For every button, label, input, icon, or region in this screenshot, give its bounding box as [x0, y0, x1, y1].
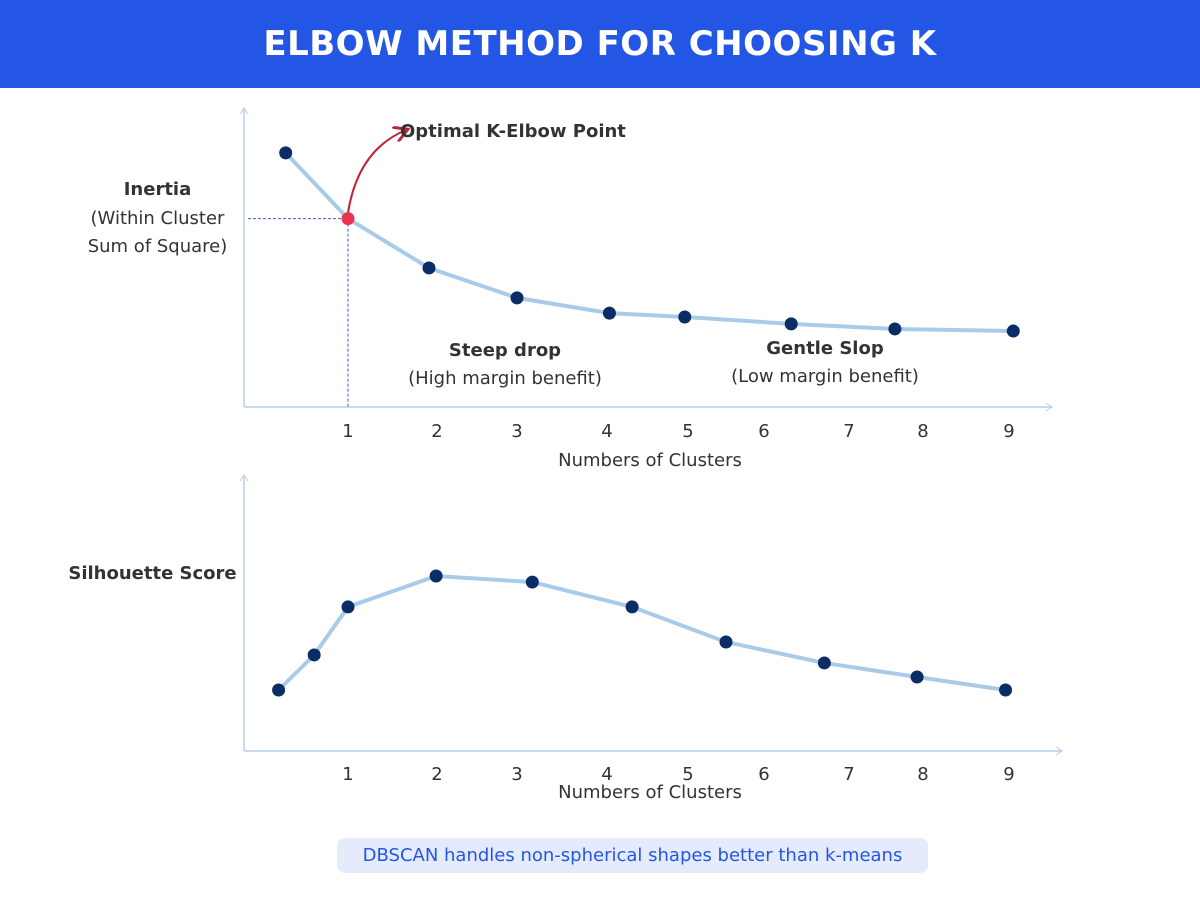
- x-tick-label: 4: [601, 764, 612, 785]
- data-point: [678, 310, 692, 324]
- page-title: ELBOW METHOD FOR CHOOSING K: [263, 24, 937, 64]
- series-line: [284, 151, 1014, 334]
- inertia-xlabel: Numbers of Clusters: [558, 450, 742, 471]
- x-tick-label: 3: [511, 421, 522, 442]
- gentle-slope-title: Gentle Slop: [766, 338, 884, 359]
- inertia-ylabel-sub-2: Sum of Square): [87, 236, 228, 257]
- x-tick-label: 7: [843, 764, 854, 785]
- footer-note: DBSCAN handles non-spherical shapes bett…: [337, 838, 928, 873]
- x-tick-label: 1: [342, 764, 353, 785]
- elbow-arrow: [347, 130, 406, 213]
- y-axis-arrow: [239, 107, 249, 115]
- x-tick-label: 6: [758, 421, 769, 442]
- x-tick-label: 8: [917, 764, 928, 785]
- x-tick-label: 9: [1003, 421, 1014, 442]
- footer-note-text: DBSCAN handles non-spherical shapes bett…: [362, 845, 903, 866]
- data-point: [422, 261, 436, 275]
- data-point: [784, 317, 798, 331]
- gentle-slope-sub: (Low margin benefit): [731, 366, 919, 387]
- x-tick-label: 2: [431, 764, 442, 785]
- series-line: [277, 574, 1006, 692]
- data-point: [719, 635, 733, 649]
- x-tick-label: 8: [917, 421, 928, 442]
- data-point: [602, 306, 616, 320]
- steep-drop-sub: (High margin benefit): [408, 368, 602, 389]
- x-tick-label: 6: [758, 764, 769, 785]
- x-axis-arrow: [1045, 402, 1053, 412]
- data-point: [999, 683, 1013, 697]
- x-tick-label: 4: [601, 421, 612, 442]
- x-tick-label: 3: [511, 764, 522, 785]
- data-point: [625, 600, 639, 614]
- x-tick-label: 9: [1003, 764, 1014, 785]
- x-axis-arrow: [1055, 746, 1063, 756]
- y-axis-arrow: [239, 474, 249, 482]
- steep-drop-title: Steep drop: [448, 340, 562, 361]
- data-point: [817, 656, 831, 670]
- data-point: [429, 569, 443, 583]
- data-point: [525, 575, 539, 589]
- data-point: [307, 648, 321, 662]
- x-tick-label: 5: [682, 421, 693, 442]
- inertia-ylabel-title: Inertia: [123, 179, 192, 200]
- x-tick-label: 1: [342, 421, 353, 442]
- silhouette-ylabel: Silhouette Score: [68, 563, 237, 584]
- silhouette-xlabel: Numbers of Clusters: [558, 782, 742, 803]
- data-point: [888, 322, 902, 336]
- title-banner: ELBOW METHOD FOR CHOOSING K: [0, 0, 1200, 88]
- inertia-ylabel-sub-1: (Within Cluster: [90, 208, 225, 229]
- data-point: [272, 683, 286, 697]
- data-point: [1006, 324, 1020, 338]
- data-point: [341, 600, 355, 614]
- data-point: [510, 291, 524, 305]
- x-tick-label: 7: [843, 421, 854, 442]
- data-point: [279, 146, 293, 160]
- x-tick-label: 2: [431, 421, 442, 442]
- data-point: [910, 670, 924, 684]
- elbow-point: [341, 212, 355, 226]
- x-tick-label: 5: [682, 764, 693, 785]
- elbow-annotation: Optimal K-Elbow Point: [400, 121, 626, 142]
